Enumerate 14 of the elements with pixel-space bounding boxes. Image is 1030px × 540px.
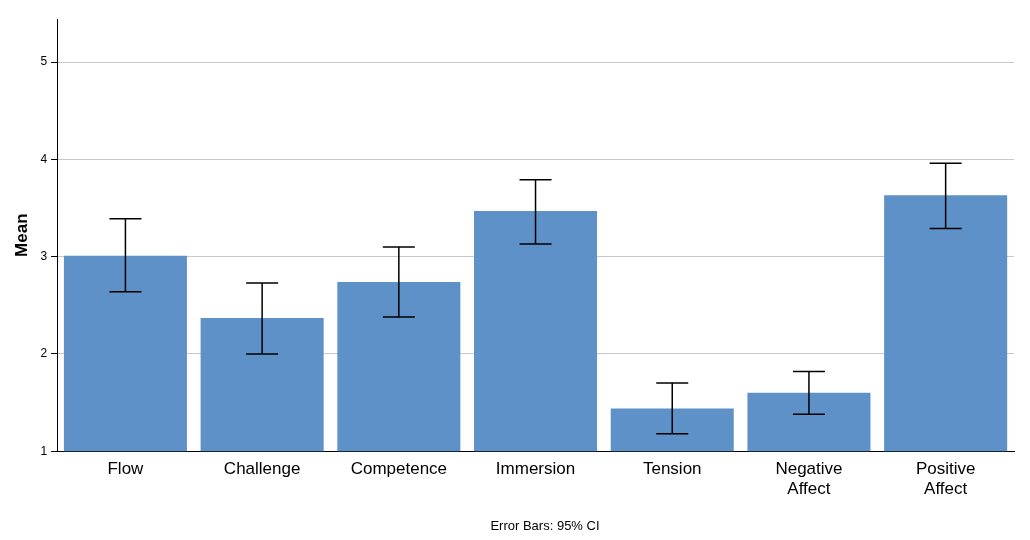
x-tick-label: Positive Affect	[915, 459, 976, 499]
y-tick-label: 1	[40, 443, 48, 458]
text: Error Bars: 95% CI	[489, 518, 601, 533]
y-tick-label: 2	[40, 346, 48, 361]
y-axis-title: Mean	[11, 213, 31, 257]
x-tick-label: Tension	[642, 459, 702, 479]
x-tick-label: Negative Affect	[775, 459, 843, 499]
x-tick-label: Immersion	[495, 459, 576, 479]
y-tick-label: 5	[40, 54, 48, 69]
x-tick-label: Flow	[107, 459, 145, 479]
x-tick-label: Challenge	[223, 459, 301, 479]
y-tick-label: 3	[40, 248, 48, 263]
y-tick-label: 4	[40, 151, 48, 166]
x-tick-label: Competence	[350, 459, 448, 479]
